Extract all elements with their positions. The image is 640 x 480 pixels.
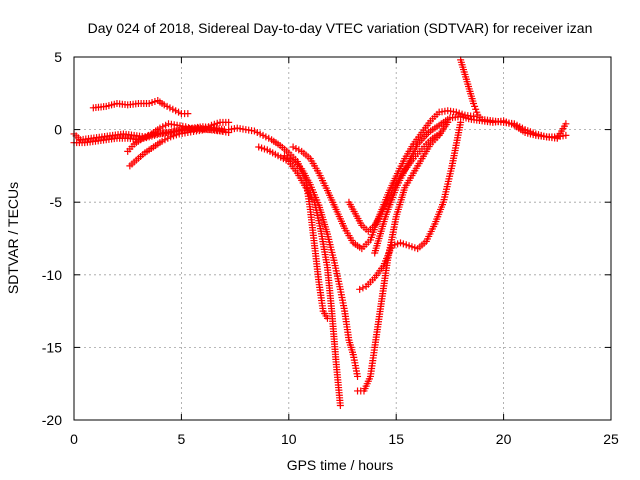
data-point-interp (359, 284, 367, 292)
y-tick-label: 5 (54, 49, 62, 65)
y-tick-label: -5 (50, 194, 63, 210)
series-arc-12 (356, 118, 465, 293)
data-point (225, 118, 233, 126)
x-tick-label: 0 (70, 431, 78, 447)
plot-area-border (73, 56, 612, 421)
series-arc-14 (457, 56, 570, 142)
tick-layer: 0 5 10 15 20 25 -20 -15 -10 -5 0 5 (42, 49, 619, 447)
y-tick-label: -20 (42, 412, 62, 428)
data-point (336, 401, 344, 409)
y-tick-label: 0 (54, 122, 62, 138)
data-point (218, 127, 226, 135)
grid-layer (74, 57, 611, 420)
y-axis-label: SDTVAR / TECUs (5, 182, 21, 294)
data-point (562, 120, 570, 128)
data-point (354, 372, 362, 380)
x-tick-label: 10 (281, 431, 297, 447)
x-tick-label: 15 (388, 431, 404, 447)
data-point (562, 131, 570, 139)
series-arc-8 (281, 152, 362, 380)
data-layer (70, 56, 570, 409)
series-arc-7 (255, 143, 344, 409)
y-tick-label: -10 (42, 267, 62, 283)
x-tick-label: 20 (496, 431, 512, 447)
data-point (184, 110, 192, 118)
x-tick-label: 5 (178, 431, 186, 447)
x-axis-label: GPS time / hours (287, 457, 394, 473)
series-arc-1 (89, 97, 192, 118)
x-tick-label: 25 (603, 431, 619, 447)
series-arc-5 (126, 126, 226, 170)
y-tick-label: -15 (42, 339, 62, 355)
data-point (356, 285, 364, 293)
chart-title: Day 024 of 2018, Sidereal Day-to-day VTE… (88, 20, 593, 36)
series-arc-4 (124, 118, 233, 155)
